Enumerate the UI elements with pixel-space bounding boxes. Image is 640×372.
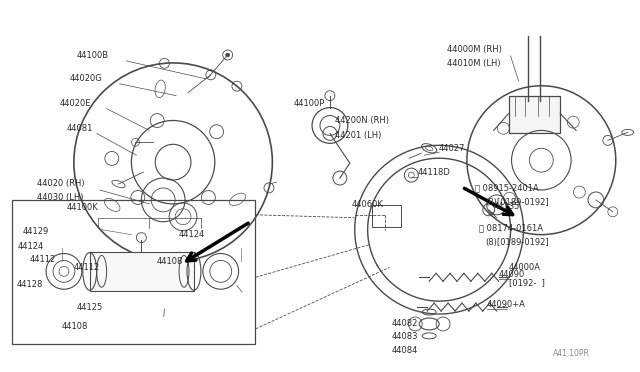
Text: 44100B: 44100B bbox=[77, 51, 109, 61]
Text: [0192-  ]: [0192- ] bbox=[509, 278, 545, 287]
Text: (8)[0189-0192]: (8)[0189-0192] bbox=[484, 238, 548, 247]
Bar bbox=[12, 200, 255, 344]
Text: 44081: 44081 bbox=[67, 124, 93, 133]
Text: 44200N (RH): 44200N (RH) bbox=[335, 116, 389, 125]
Text: 44128: 44128 bbox=[16, 280, 43, 289]
Text: 44010M (LH): 44010M (LH) bbox=[447, 60, 500, 68]
Text: 44082: 44082 bbox=[392, 320, 418, 328]
Text: 44108: 44108 bbox=[62, 323, 88, 331]
Text: 44124: 44124 bbox=[17, 242, 44, 251]
Text: 44100K: 44100K bbox=[67, 203, 99, 212]
Text: 44201 (LH): 44201 (LH) bbox=[335, 131, 381, 140]
Text: 44129: 44129 bbox=[22, 227, 49, 236]
Text: (8)[0189-0192]: (8)[0189-0192] bbox=[484, 198, 548, 207]
Text: 44108: 44108 bbox=[156, 257, 182, 266]
Text: 44083: 44083 bbox=[392, 332, 418, 341]
Text: 44112: 44112 bbox=[74, 263, 100, 272]
Text: 44027: 44027 bbox=[439, 144, 465, 153]
Text: 44000M (RH): 44000M (RH) bbox=[447, 45, 502, 54]
Text: 44030 (LH): 44030 (LH) bbox=[37, 193, 84, 202]
Text: 44125: 44125 bbox=[77, 302, 103, 312]
Text: A41,10PR: A41,10PR bbox=[553, 349, 590, 358]
Text: Ⓦ 08915-2401A: Ⓦ 08915-2401A bbox=[475, 183, 539, 192]
Text: 44020G: 44020G bbox=[70, 74, 102, 83]
Text: 44090+A: 44090+A bbox=[487, 299, 525, 309]
Bar bbox=[90, 251, 194, 291]
Text: 44060K: 44060K bbox=[352, 201, 383, 209]
Text: 44084: 44084 bbox=[392, 346, 418, 355]
Bar bbox=[509, 96, 560, 134]
Text: 44124: 44124 bbox=[179, 230, 205, 239]
Text: Ⓑ 08174-0161A: Ⓑ 08174-0161A bbox=[479, 223, 543, 232]
Text: 44000A: 44000A bbox=[509, 263, 541, 272]
Text: 44020 (RH): 44020 (RH) bbox=[37, 179, 84, 187]
Text: 44020E: 44020E bbox=[60, 99, 92, 108]
Text: 44118D: 44118D bbox=[417, 168, 450, 177]
Bar bbox=[372, 205, 401, 227]
Text: 44135: 44135 bbox=[493, 202, 520, 211]
Text: 44090: 44090 bbox=[499, 270, 525, 279]
Text: 44100P: 44100P bbox=[293, 99, 324, 108]
Text: 44112: 44112 bbox=[29, 255, 56, 264]
Circle shape bbox=[226, 53, 230, 57]
